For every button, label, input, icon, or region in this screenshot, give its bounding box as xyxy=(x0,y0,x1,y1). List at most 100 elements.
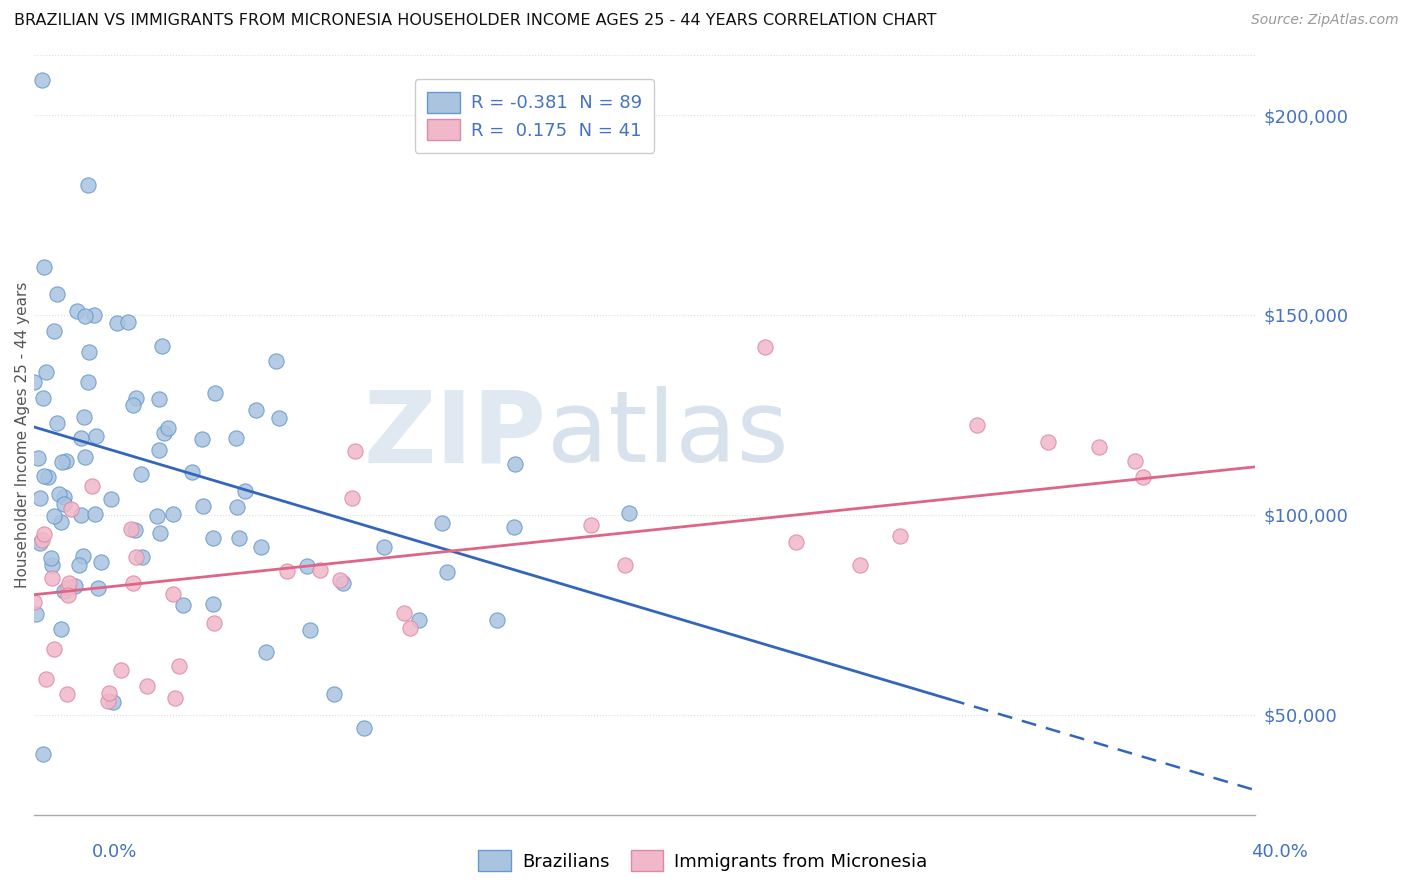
Point xyxy=(125,550,148,565)
Point xyxy=(70,432,93,446)
Text: atlas: atlas xyxy=(547,386,789,483)
Point xyxy=(22,376,45,390)
Text: ZIP: ZIP xyxy=(364,386,547,483)
Point xyxy=(613,558,636,573)
Point xyxy=(485,613,508,627)
Point xyxy=(103,695,125,709)
Point xyxy=(70,508,93,522)
Point xyxy=(55,688,77,702)
Point xyxy=(58,576,80,591)
Text: 0.0%: 0.0% xyxy=(91,843,136,861)
Point xyxy=(52,584,75,599)
Point xyxy=(408,613,430,627)
Point xyxy=(72,410,94,425)
Point xyxy=(353,722,375,736)
Point xyxy=(45,286,67,301)
Point xyxy=(1123,453,1146,467)
Point xyxy=(31,72,53,87)
Point xyxy=(148,392,170,406)
Point xyxy=(28,536,51,550)
Point xyxy=(37,470,59,484)
Point xyxy=(67,558,90,573)
Point xyxy=(80,479,103,493)
Point xyxy=(31,747,53,762)
Point xyxy=(156,421,179,435)
Legend: R = -0.381  N = 89, R =  0.175  N = 41: R = -0.381 N = 89, R = 0.175 N = 41 xyxy=(415,79,654,153)
Point xyxy=(105,316,128,330)
Point xyxy=(131,550,153,565)
Point xyxy=(849,558,872,573)
Point xyxy=(204,615,226,630)
Point xyxy=(1036,434,1059,449)
Point xyxy=(332,576,354,591)
Point xyxy=(124,523,146,537)
Point xyxy=(55,454,77,468)
Point xyxy=(59,501,82,516)
Y-axis label: Householder Income Ages 25 - 44 years: Householder Income Ages 25 - 44 years xyxy=(15,282,30,588)
Point xyxy=(122,575,145,590)
Point xyxy=(264,354,287,368)
Point xyxy=(56,580,79,594)
Point xyxy=(53,497,76,511)
Point xyxy=(48,487,70,501)
Point xyxy=(136,679,159,693)
Point xyxy=(149,525,172,540)
Point xyxy=(225,432,247,446)
Point xyxy=(162,508,184,522)
Point xyxy=(27,451,49,466)
Point xyxy=(165,690,187,705)
Point xyxy=(269,411,291,425)
Point xyxy=(129,467,152,482)
Point xyxy=(399,621,422,635)
Point xyxy=(309,563,332,577)
Point xyxy=(41,571,63,585)
Point xyxy=(117,315,139,329)
Point xyxy=(42,641,65,656)
Point xyxy=(35,673,58,687)
Point xyxy=(181,465,204,479)
Point xyxy=(30,491,52,505)
Legend: Brazilians, Immigrants from Micronesia: Brazilians, Immigrants from Micronesia xyxy=(471,843,935,879)
Text: Source: ZipAtlas.com: Source: ZipAtlas.com xyxy=(1251,13,1399,28)
Point xyxy=(233,483,256,498)
Point xyxy=(66,304,89,318)
Point xyxy=(76,178,98,192)
Point xyxy=(110,663,132,677)
Point xyxy=(276,565,298,579)
Point xyxy=(167,658,190,673)
Point xyxy=(249,540,271,554)
Point xyxy=(32,260,55,274)
Point xyxy=(39,551,62,566)
Point xyxy=(754,340,776,354)
Point xyxy=(53,491,76,505)
Point xyxy=(322,688,344,702)
Point xyxy=(204,386,226,401)
Point xyxy=(121,399,143,413)
Point xyxy=(202,597,225,611)
Point xyxy=(394,606,416,620)
Point xyxy=(45,416,67,430)
Point xyxy=(32,468,55,483)
Point xyxy=(44,324,66,338)
Point xyxy=(172,598,194,612)
Text: BRAZILIAN VS IMMIGRANTS FROM MICRONESIA HOUSEHOLDER INCOME AGES 25 - 44 YEARS CO: BRAZILIAN VS IMMIGRANTS FROM MICRONESIA … xyxy=(14,13,936,29)
Point xyxy=(295,559,318,574)
Point xyxy=(22,595,45,609)
Point xyxy=(44,508,66,523)
Point xyxy=(41,558,63,572)
Point xyxy=(87,581,110,595)
Point xyxy=(1132,469,1154,483)
Point xyxy=(1088,440,1111,454)
Point xyxy=(502,520,524,534)
Point xyxy=(56,588,79,602)
Point xyxy=(73,309,96,323)
Point xyxy=(51,455,73,469)
Point xyxy=(228,531,250,545)
Point xyxy=(329,573,352,587)
Point xyxy=(76,376,98,390)
Point xyxy=(152,425,174,440)
Point xyxy=(340,491,363,505)
Point xyxy=(226,500,249,514)
Point xyxy=(90,555,112,569)
Point xyxy=(86,429,108,443)
